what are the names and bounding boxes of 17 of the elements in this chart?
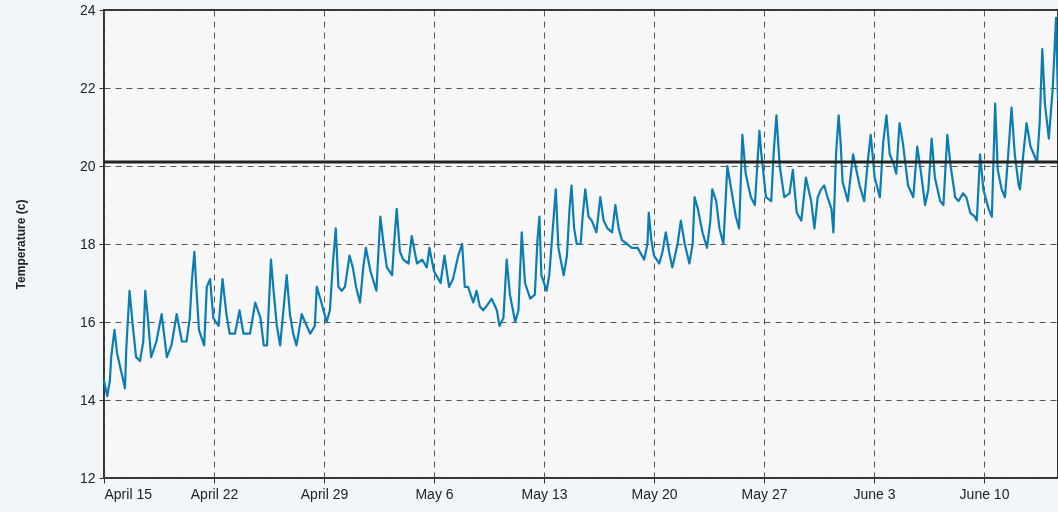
- x-tick-label: April 22: [190, 485, 239, 502]
- x-tick-label: April 29: [300, 485, 349, 502]
- y-tick-label: 16: [79, 313, 96, 330]
- y-tick-label: 24: [79, 1, 96, 18]
- x-tick-label: June 10: [959, 485, 1010, 502]
- y-tick-label: 20: [79, 157, 96, 174]
- y-tick-label: 12: [79, 469, 96, 486]
- x-tick-label: May 13: [521, 485, 568, 502]
- y-axis-title: Temperature (c): [13, 199, 28, 290]
- x-tick-label: May 6: [415, 485, 454, 502]
- x-tick-label: June 3: [853, 485, 896, 502]
- x-tick-label: May 27: [741, 485, 788, 502]
- x-tick-label: May 20: [631, 485, 678, 502]
- y-tick-label: 14: [79, 391, 96, 408]
- y-tick-label: 18: [79, 235, 96, 252]
- y-tick-label: 22: [79, 79, 96, 96]
- x-tick-label: April 15: [104, 485, 153, 502]
